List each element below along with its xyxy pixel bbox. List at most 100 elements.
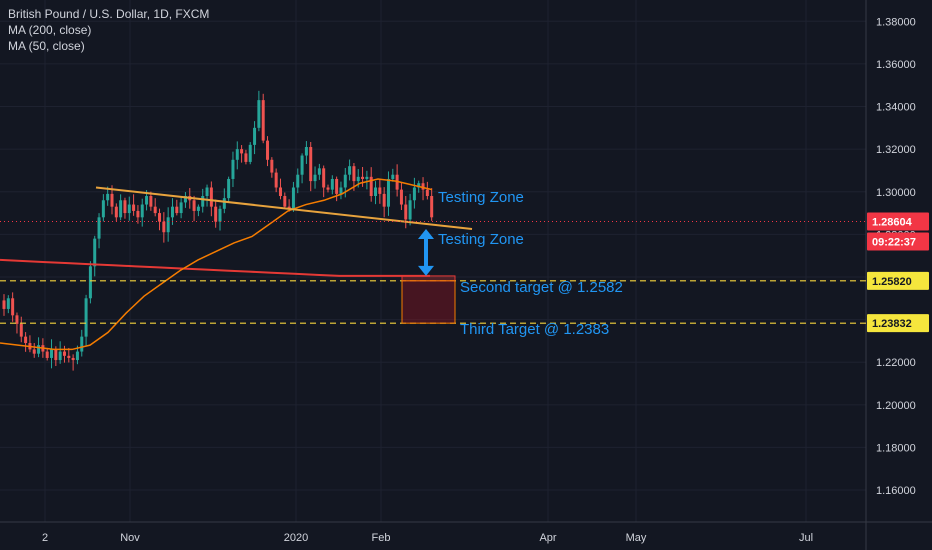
candle-body bbox=[97, 217, 101, 239]
candle-body bbox=[201, 196, 205, 207]
candle-body bbox=[227, 178, 231, 199]
candle-body bbox=[317, 168, 321, 175]
ma200-legend[interactable]: MA (200, close) bbox=[8, 23, 92, 37]
candle-body bbox=[266, 140, 270, 160]
y-tick-label: 1.16000 bbox=[876, 485, 916, 497]
candle-body bbox=[110, 193, 114, 207]
candle-body bbox=[248, 144, 252, 162]
candle-body bbox=[335, 178, 339, 194]
third-target-badge-bg bbox=[867, 314, 929, 333]
candle-body bbox=[71, 357, 75, 361]
candle-body bbox=[257, 100, 261, 128]
second-target-label[interactable]: Second target @ 1.2582 bbox=[460, 279, 623, 296]
arrow-head-up bbox=[418, 229, 434, 240]
y-tick-label: 1.32000 bbox=[876, 144, 916, 156]
candle-body bbox=[183, 196, 187, 203]
x-tick-label: Apr bbox=[539, 532, 556, 544]
symbol-title[interactable]: British Pound / U.S. Dollar, 1D, FXCM bbox=[8, 7, 210, 21]
candle-body bbox=[369, 176, 373, 197]
candle-body bbox=[222, 198, 226, 209]
y-tick-label: 1.36000 bbox=[876, 59, 916, 71]
third-target-label[interactable]: Third Target @ 1.2383 bbox=[460, 321, 609, 338]
candle-body bbox=[175, 206, 179, 214]
candle-body bbox=[309, 147, 313, 182]
ma50-legend[interactable]: MA (50, close) bbox=[8, 39, 85, 53]
candle-body bbox=[296, 174, 300, 188]
candle-body bbox=[291, 187, 295, 209]
candle-body bbox=[300, 155, 304, 175]
candle-body bbox=[330, 178, 334, 190]
candle-body bbox=[2, 300, 6, 309]
candle-body bbox=[179, 202, 183, 214]
candle-body bbox=[37, 345, 41, 354]
candle-body bbox=[67, 355, 71, 358]
candle-body bbox=[19, 323, 23, 337]
candle-body bbox=[244, 153, 248, 162]
last-price-badge: 1.28604 bbox=[872, 216, 913, 228]
candle-body bbox=[240, 149, 244, 154]
candle-body bbox=[153, 206, 157, 214]
candle-body bbox=[421, 183, 425, 190]
candle-body bbox=[84, 298, 88, 337]
candle-body bbox=[80, 336, 84, 352]
arrow-head-down bbox=[418, 265, 434, 276]
candle-body bbox=[50, 349, 54, 358]
y-tick-label: 1.38000 bbox=[876, 16, 916, 28]
y-tick-label: 1.18000 bbox=[876, 442, 916, 454]
candle-body bbox=[287, 206, 291, 209]
candle-body bbox=[149, 196, 153, 207]
candle-body bbox=[343, 174, 347, 188]
x-tick-label: Feb bbox=[372, 532, 391, 544]
candle-body bbox=[119, 200, 123, 218]
candle-body bbox=[339, 187, 343, 194]
candle-body bbox=[261, 100, 265, 141]
x-tick-label: Jul bbox=[799, 532, 813, 544]
candle-body bbox=[412, 187, 416, 201]
candle-body bbox=[101, 200, 105, 218]
candle-body bbox=[425, 189, 429, 197]
candle-body bbox=[326, 187, 330, 190]
candle-body bbox=[166, 217, 170, 233]
testing-zone-label-upper[interactable]: Testing Zone bbox=[438, 189, 524, 206]
candle-body bbox=[313, 174, 317, 182]
target-zone-upper[interactable] bbox=[401, 275, 456, 282]
candle-body bbox=[6, 298, 10, 309]
candle-body bbox=[45, 351, 49, 358]
candle-body bbox=[196, 206, 200, 211]
candle-body bbox=[136, 210, 140, 218]
target-zone-lower[interactable] bbox=[401, 280, 456, 324]
countdown-badge: 09:22:37 bbox=[872, 236, 916, 248]
candle-body bbox=[283, 196, 287, 207]
third-target-badge: 1.23832 bbox=[872, 318, 912, 330]
x-tick-label: Nov bbox=[120, 532, 140, 544]
candle-body bbox=[304, 147, 308, 156]
candle-body bbox=[399, 189, 403, 205]
candle-body bbox=[75, 351, 79, 361]
candle-body bbox=[253, 127, 257, 145]
candle-body bbox=[62, 351, 66, 356]
candle-body bbox=[361, 176, 365, 179]
candle-body bbox=[11, 298, 15, 316]
candle-body bbox=[218, 208, 222, 222]
candle-body bbox=[231, 159, 235, 179]
candle-body bbox=[114, 206, 118, 218]
candle-body bbox=[382, 193, 386, 207]
candle-body bbox=[132, 204, 136, 211]
candle-body bbox=[106, 193, 110, 201]
candle-body bbox=[214, 206, 218, 222]
candle-body bbox=[205, 187, 209, 197]
candle-body bbox=[395, 174, 399, 190]
candle-body bbox=[15, 315, 19, 324]
ma50-line bbox=[0, 178, 433, 351]
ma200-line bbox=[0, 258, 430, 277]
candle-body bbox=[270, 159, 274, 173]
last-price-badge-bg bbox=[867, 212, 929, 231]
candle-body bbox=[352, 166, 356, 182]
x-tick-label: May bbox=[626, 532, 647, 544]
candle-body bbox=[378, 187, 382, 194]
testing-zone-label-lower[interactable]: Testing Zone bbox=[438, 231, 524, 248]
trendline[interactable] bbox=[95, 186, 473, 231]
candle-body bbox=[348, 166, 352, 175]
